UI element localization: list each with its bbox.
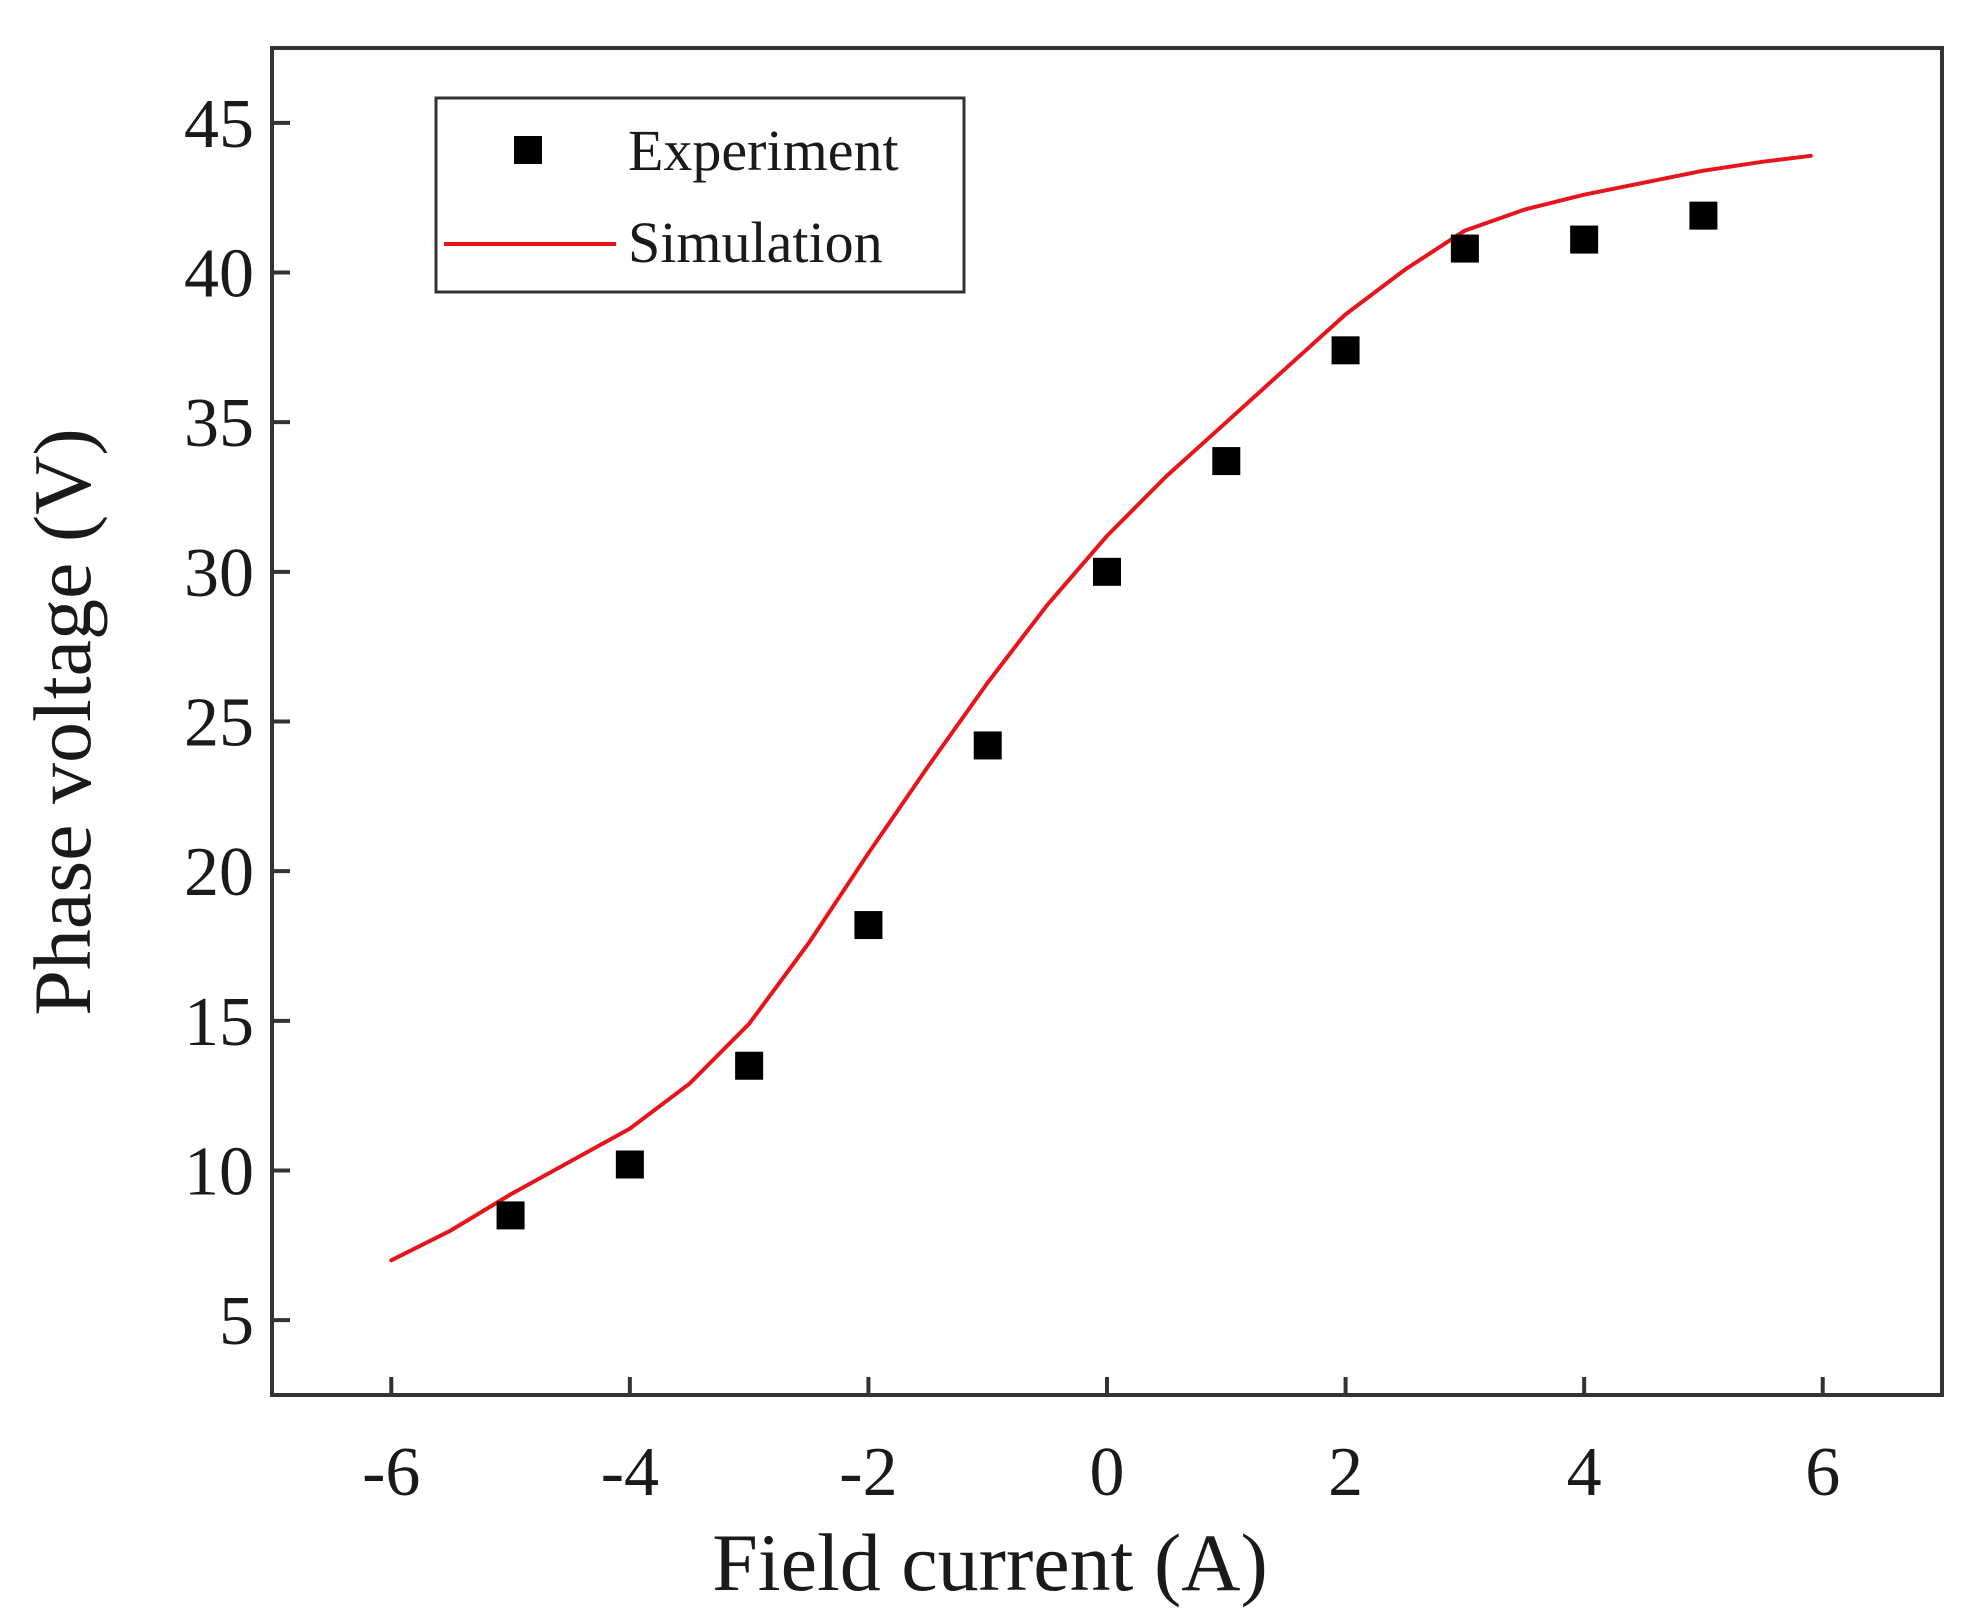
y-tick-label: 5 [219,1283,254,1360]
x-tick-label: 6 [1805,1434,1840,1511]
experiment-point [1689,201,1718,230]
experiment-point [1212,447,1241,476]
y-axis-title: Phase voltage (V) [17,428,108,1016]
x-tick-label: -4 [601,1434,659,1511]
x-axis: -6 -4 -2 0 2 4 6 [362,1377,1840,1511]
simulation-line [389,153,1813,1263]
y-tick-label: 30 [184,535,254,612]
experiment-point [1450,234,1479,263]
plot-area [389,153,1813,1263]
experiment-point [973,731,1002,760]
x-axis-title: Field current (A) [712,1517,1268,1608]
experiment-point [496,1201,525,1230]
legend-label-simulation: Simulation [628,210,883,275]
y-axis: 5 10 15 20 25 30 35 40 45 [184,86,290,1360]
x-tick-label: -6 [362,1434,420,1511]
y-tick-label: 20 [184,834,254,911]
legend: Experiment Simulation [434,96,966,294]
y-tick-label: 10 [184,1134,254,1211]
x-tick-label: -2 [839,1434,897,1511]
experiment-point [1331,336,1360,365]
y-tick-label: 35 [184,385,254,462]
experiment-point [735,1051,764,1080]
y-tick-label: 45 [184,86,254,163]
legend-marker-experiment [514,136,542,164]
y-tick-label: 15 [184,984,254,1061]
experiment-point [854,911,883,940]
legend-label-experiment: Experiment [628,118,899,183]
experiment-point [615,1150,644,1179]
x-tick-label: 4 [1567,1434,1602,1511]
experiment-point [1093,557,1121,586]
y-tick-label: 40 [184,236,254,313]
x-tick-label: 0 [1090,1434,1125,1511]
experiment-point [1570,225,1599,254]
y-tick-label: 25 [184,685,254,762]
legend-box [434,96,966,294]
x-tick-label: 2 [1328,1434,1363,1511]
